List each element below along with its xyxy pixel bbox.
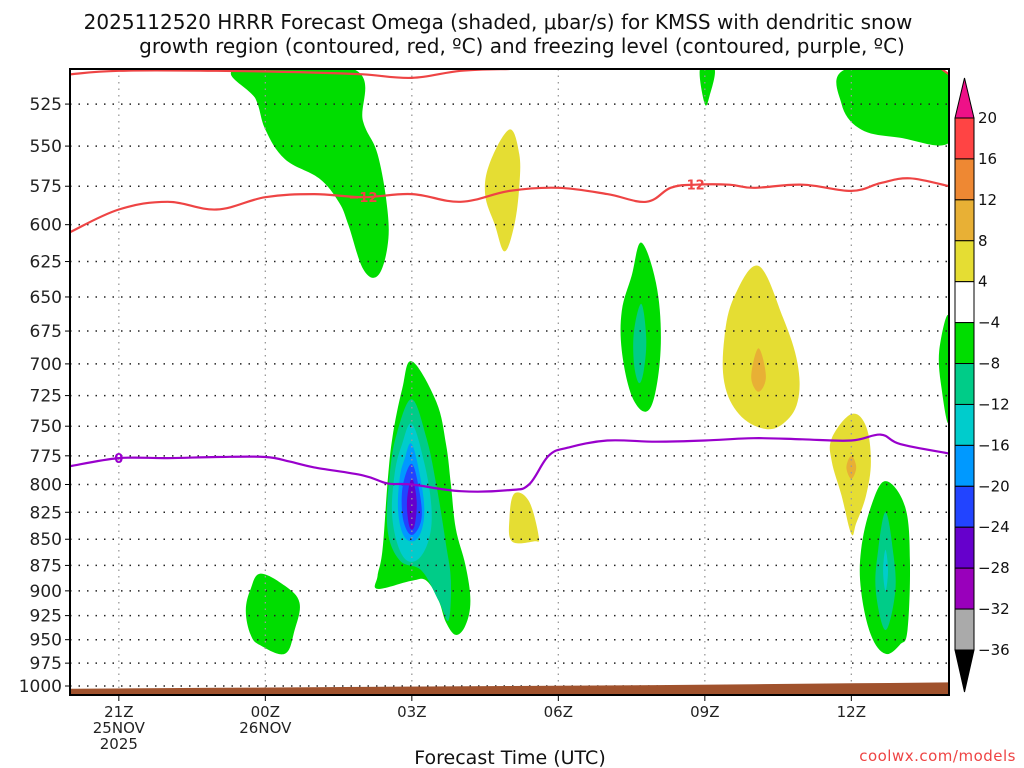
omega-region-purple-03z [406, 478, 417, 530]
title-line-2: growth region (contoured, red, ºC) and f… [139, 34, 905, 58]
y-tick-label: 700 [30, 355, 62, 375]
colorbar-extend-bottom [954, 649, 975, 693]
terrain-fill [70, 682, 949, 695]
y-tick-label: 800 [30, 475, 62, 495]
y-tick-label: 525 [30, 95, 62, 115]
y-tick-label: 725 [30, 387, 62, 407]
y-tick-label: 975 [30, 654, 62, 674]
colorbar-bin [954, 322, 975, 365]
omega-region-orange-10z [751, 348, 766, 392]
colorbar-bin [954, 363, 975, 405]
colorbar-label: −28 [978, 559, 1010, 577]
y-tick-label: 1000 [19, 677, 62, 697]
y-tick-label: 825 [30, 503, 62, 523]
y-tick-label: 875 [30, 556, 62, 576]
colorbar-bin [954, 444, 975, 487]
y-tick-label: 775 [30, 447, 62, 467]
y-tick-label: 550 [30, 137, 62, 157]
omega-region-yellow-04z [484, 129, 521, 252]
colorbar-bin [954, 199, 975, 242]
colorbar-bin [954, 567, 975, 610]
x-tick-label: 21Z [104, 703, 133, 721]
y-tick-label: 850 [30, 530, 62, 550]
colorbar-label: −8 [978, 355, 1000, 373]
colorbar-label: 16 [978, 150, 997, 168]
terrain [70, 682, 949, 695]
colorbar-bin [954, 240, 975, 283]
colorbar-label: −24 [978, 518, 1010, 536]
title-line-1: 2025112520 HRRR Forecast Omega (shaded, … [84, 10, 913, 34]
colorbar-label: 4 [978, 273, 988, 291]
colorbar-bin [954, 403, 975, 446]
colorbar-label: −20 [978, 477, 1010, 495]
y-tick-label: 600 [30, 216, 62, 236]
dgz-contour-label: −12 [349, 191, 378, 206]
colorbar-extend-top [954, 77, 975, 119]
omega-region-orange-12z [846, 455, 857, 479]
colorbar-bin [954, 281, 975, 324]
y-tick-label: 650 [30, 288, 62, 308]
grid-lines [70, 69, 949, 695]
omega-region-green-2330z [245, 573, 300, 655]
colorbar-label: 20 [978, 109, 997, 127]
y-tick-label: 925 [30, 607, 62, 627]
y-axis: 525 550 575 600 625 650 675 700 725 750 775 800 825 8… [19, 95, 70, 697]
freezing-level-line [70, 433, 949, 493]
colorbar-bin [954, 485, 975, 528]
x-tick-label: 06Z [544, 703, 573, 721]
y-tick-label: 675 [30, 322, 62, 342]
colorbar: 20 16 12 8 4 −4 −8 −12 −16 −20 −24 −28 −32 −36 [954, 77, 1010, 693]
x-tick-label: 09Z [690, 703, 719, 721]
colorbar-label: −32 [978, 600, 1010, 618]
omega-region-green-top-right [836, 69, 949, 146]
omega-shading [230, 69, 949, 655]
x-tick-label: 26NOV [239, 719, 292, 737]
x-tick-label: 12Z [837, 703, 866, 721]
colorbar-label: 12 [978, 191, 997, 209]
colorbar-bin [954, 117, 975, 160]
dgz-contour-label: −12 [676, 179, 705, 194]
omega-region-cyan-13z [883, 549, 888, 591]
chart-title: 2025112520 HRRR Forecast Omega (shaded, … [84, 10, 913, 58]
y-tick-label: 950 [30, 631, 62, 651]
x-tick-label: 03Z [397, 703, 426, 721]
dgz-contour-line [70, 177, 949, 234]
omega-region-yellow-10z [722, 265, 800, 430]
y-tick-label: 900 [30, 582, 62, 602]
omega-region-yellow-05z [508, 492, 540, 544]
freezing-level-label: 0 [114, 452, 123, 467]
colorbar-label: −16 [978, 436, 1010, 454]
colorbar-label: −36 [978, 641, 1010, 659]
x-tick-label: 25NOV [93, 719, 146, 737]
omega-region-green-top-09z [699, 69, 715, 106]
dgz-contour-line [70, 69, 510, 80]
x-tick-label: 00Z [251, 703, 280, 721]
credit-link[interactable]: coolwx.com/models [859, 747, 1016, 765]
omega-region-teal-08z [633, 303, 647, 384]
colorbar-label: −4 [978, 314, 1000, 332]
x-tick-label: 2025 [100, 735, 138, 753]
y-tick-label: 575 [30, 177, 62, 197]
colorbar-label: −12 [978, 395, 1010, 413]
plot-frame [69, 68, 950, 696]
y-tick-label: 750 [30, 417, 62, 437]
colorbar-bin [954, 608, 975, 651]
y-tick-label: 625 [30, 253, 62, 273]
colorbar-bin [954, 158, 975, 201]
colorbar-bin [954, 526, 975, 569]
contour-lines: −12 −12 0 [70, 69, 949, 493]
omega-region-green-top-left [230, 69, 389, 278]
x-axis-label: Forecast Time (UTC) [414, 747, 605, 768]
colorbar-label: 8 [978, 232, 988, 250]
